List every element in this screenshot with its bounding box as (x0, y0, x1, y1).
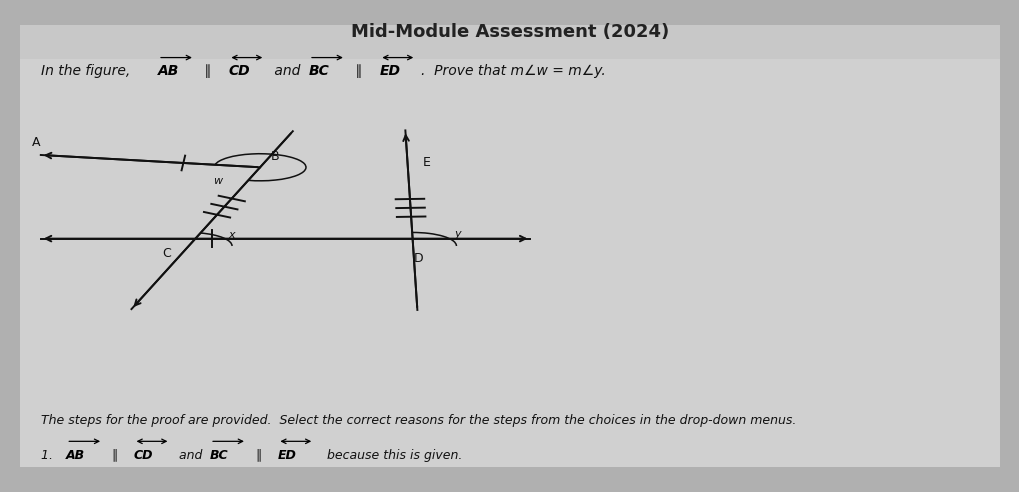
Text: D: D (413, 252, 423, 265)
Text: ∥: ∥ (200, 64, 215, 78)
Text: and: and (175, 449, 207, 461)
Text: BC: BC (210, 449, 228, 461)
Text: AB: AB (158, 64, 179, 78)
Text: ∥: ∥ (351, 64, 366, 78)
Text: 1.: 1. (41, 449, 57, 461)
Text: ∥: ∥ (108, 449, 122, 461)
Text: A: A (32, 136, 40, 149)
Text: BC: BC (309, 64, 329, 78)
Text: Mid-Module Assessment (2024): Mid-Module Assessment (2024) (351, 23, 668, 41)
Text: The steps for the proof are provided.  Select the correct reasons for the steps : The steps for the proof are provided. Se… (41, 414, 796, 427)
Text: B: B (271, 150, 279, 163)
Text: because this is given.: because this is given. (319, 449, 463, 461)
Text: CD: CD (133, 449, 153, 461)
Text: C: C (162, 247, 170, 260)
Bar (20, 25, 999, 59)
Text: .  Prove that m∠w = m∠y.: . Prove that m∠w = m∠y. (421, 64, 605, 78)
Text: AB: AB (66, 449, 86, 461)
Text: and: and (270, 64, 305, 78)
Text: CD: CD (228, 64, 250, 78)
Text: x: x (228, 230, 234, 240)
Text: E: E (422, 156, 430, 169)
Text: ED: ED (277, 449, 297, 461)
Text: ∥: ∥ (252, 449, 266, 461)
Text: In the figure,: In the figure, (41, 64, 135, 78)
Text: y: y (454, 229, 461, 239)
Text: ED: ED (379, 64, 400, 78)
Text: w: w (213, 176, 221, 186)
